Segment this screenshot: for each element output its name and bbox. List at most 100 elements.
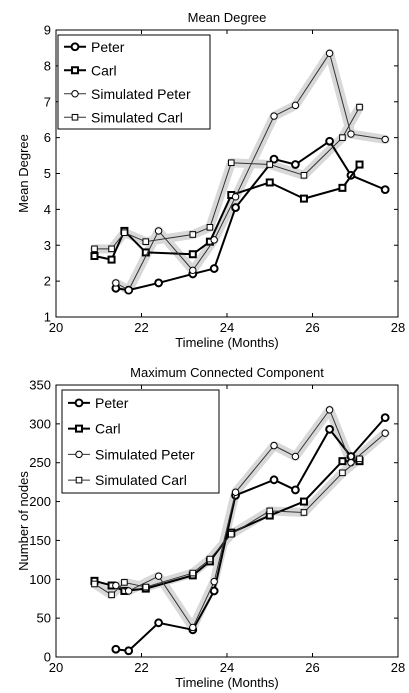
max-component-title: Maximum Connected Component xyxy=(130,365,324,380)
max-component-data-point xyxy=(154,572,163,580)
mean-degree-data-point xyxy=(227,159,235,167)
mean-degree-xlabel: Timeline (Months) xyxy=(175,335,279,350)
mean-degree-data-point xyxy=(339,134,346,141)
mean-degree-legend-marker xyxy=(71,113,79,121)
mean-degree-ytick-label: 5 xyxy=(44,166,51,181)
mean-degree-data-point xyxy=(121,229,128,236)
mean-degree-ytick-label: 2 xyxy=(44,274,51,289)
mean-degree-legend-marker xyxy=(71,66,79,75)
mean-degree-legend-label: Carl xyxy=(91,62,117,78)
max-component-data-point xyxy=(121,579,128,586)
max-component-data-point xyxy=(356,455,363,463)
mean-degree-data-point xyxy=(338,183,347,192)
max-component-ytick-label: 200 xyxy=(29,494,51,509)
max-component-data-point xyxy=(231,488,240,496)
mean-degree-ytick-label: 6 xyxy=(44,130,51,145)
mean-degree-ylabel: Mean Degree xyxy=(16,134,31,213)
max-component-ytick-label: 0 xyxy=(44,650,51,665)
mean-degree-ytick-label: 4 xyxy=(44,202,51,217)
max-component-legend-label: Carl xyxy=(95,421,121,437)
max-component-legend-label: Peter xyxy=(95,395,129,411)
mean-degree-ytick-label: 9 xyxy=(44,23,51,38)
max-component-data-point xyxy=(266,507,274,515)
max-component-chart: Maximum Connected Component 20 22 24 26 28 0 50… xyxy=(16,365,405,690)
max-component-data-point xyxy=(381,429,389,437)
mean-degree-ytick-label: 7 xyxy=(44,94,51,109)
mean-degree-data-point xyxy=(231,193,240,201)
mean-degree-ytick-label: 1 xyxy=(44,310,51,325)
max-component-series-simulated-peter xyxy=(112,406,389,632)
max-component-data-point xyxy=(154,618,164,628)
mean-degree-ytick-label: 8 xyxy=(44,58,51,73)
mean-degree-data-point xyxy=(189,231,197,238)
max-component-data-point xyxy=(142,583,150,591)
mean-degree-legend: Peter Carl Simulated Peter Simulated Carl xyxy=(57,34,211,130)
mean-degree-data-point xyxy=(291,101,300,110)
mean-degree-data-point xyxy=(154,227,163,235)
max-component-xlabel: Timeline (Months) xyxy=(175,675,279,690)
mean-degree-chart: Mean Degree 20 22 24 26 28 1 2 3 4 5 6 7 8 9 Timeline (… xyxy=(16,10,405,350)
mean-degree-xtick-label: 26 xyxy=(305,320,319,335)
mean-degree-data-point xyxy=(356,103,363,111)
mean-degree-data-point xyxy=(325,49,334,58)
mean-degree-xtick-label: 28 xyxy=(391,320,405,335)
max-component-data-point xyxy=(227,530,235,538)
max-component-ytick-label: 250 xyxy=(29,455,51,470)
mean-degree-title: Mean Degree xyxy=(188,10,267,25)
max-component-data-point xyxy=(347,459,355,467)
max-component-legend: Peter Carl Simulated Peter Simulated Carl xyxy=(61,389,220,494)
mean-degree-data-point xyxy=(124,286,133,294)
mean-degree-data-point xyxy=(265,178,274,187)
mean-degree-data-point xyxy=(91,245,98,253)
max-component-ytick-label: 50 xyxy=(37,611,51,626)
mean-degree-data-point xyxy=(266,161,274,168)
max-component-ytick-label: 100 xyxy=(29,572,51,587)
mean-degree-legend-label: Simulated Peter xyxy=(91,86,191,102)
mean-degree-data-point xyxy=(347,130,355,138)
mean-degree-xtick-label: 22 xyxy=(134,320,148,335)
mean-degree-data-point xyxy=(355,160,364,169)
mean-degree-data-point xyxy=(300,171,308,179)
mean-degree-data-point xyxy=(154,278,164,288)
max-component-ytick-label: 350 xyxy=(29,378,51,393)
max-component-data-point xyxy=(380,413,390,423)
mean-degree-plot-area xyxy=(89,48,390,295)
max-component-legend-marker xyxy=(74,398,84,408)
max-component-legend-marker xyxy=(75,476,83,484)
mean-degree-data-point xyxy=(142,238,150,245)
max-component-data-point xyxy=(270,441,278,450)
max-component-data-point xyxy=(325,406,334,414)
mean-degree-data-point xyxy=(299,194,308,203)
max-component-data-point xyxy=(300,509,308,516)
mean-degree-legend-marker xyxy=(71,90,79,98)
max-component-data-point xyxy=(291,452,300,461)
mean-degree-data-point xyxy=(269,154,279,164)
mean-degree-legend-label: Simulated Carl xyxy=(91,109,183,125)
mean-degree-data-point xyxy=(189,266,197,275)
max-component-data-point xyxy=(291,485,300,495)
mean-degree-data-point xyxy=(231,203,240,212)
max-component-data-point xyxy=(108,591,115,599)
max-component-data-point xyxy=(189,623,197,632)
max-component-data-point xyxy=(124,646,134,656)
mean-degree-legend-box xyxy=(57,34,211,130)
mean-degree-data-point xyxy=(108,245,115,253)
mean-degree-data-point xyxy=(291,160,300,169)
max-component-xtick-label: 24 xyxy=(220,660,234,675)
max-component-legend-box xyxy=(61,389,220,494)
max-component-legend-marker xyxy=(75,424,83,433)
max-component-xtick-label: 22 xyxy=(134,660,148,675)
mean-degree-data-point xyxy=(380,185,390,195)
mean-degree-legend-marker xyxy=(70,42,80,52)
max-component-xtick-label: 20 xyxy=(49,660,63,675)
max-component-legend-label: Simulated Carl xyxy=(95,472,187,488)
max-component-legend-label: Simulated Peter xyxy=(95,446,195,462)
max-component-series-simulated-carl xyxy=(91,455,363,599)
mean-degree-data-point xyxy=(112,279,120,287)
max-component-data-point xyxy=(111,644,121,654)
max-component-xtick-label: 28 xyxy=(391,660,405,675)
max-component-data-point xyxy=(124,587,133,595)
max-component-data-point xyxy=(206,555,214,563)
mean-degree-ytick-label: 3 xyxy=(44,238,51,253)
